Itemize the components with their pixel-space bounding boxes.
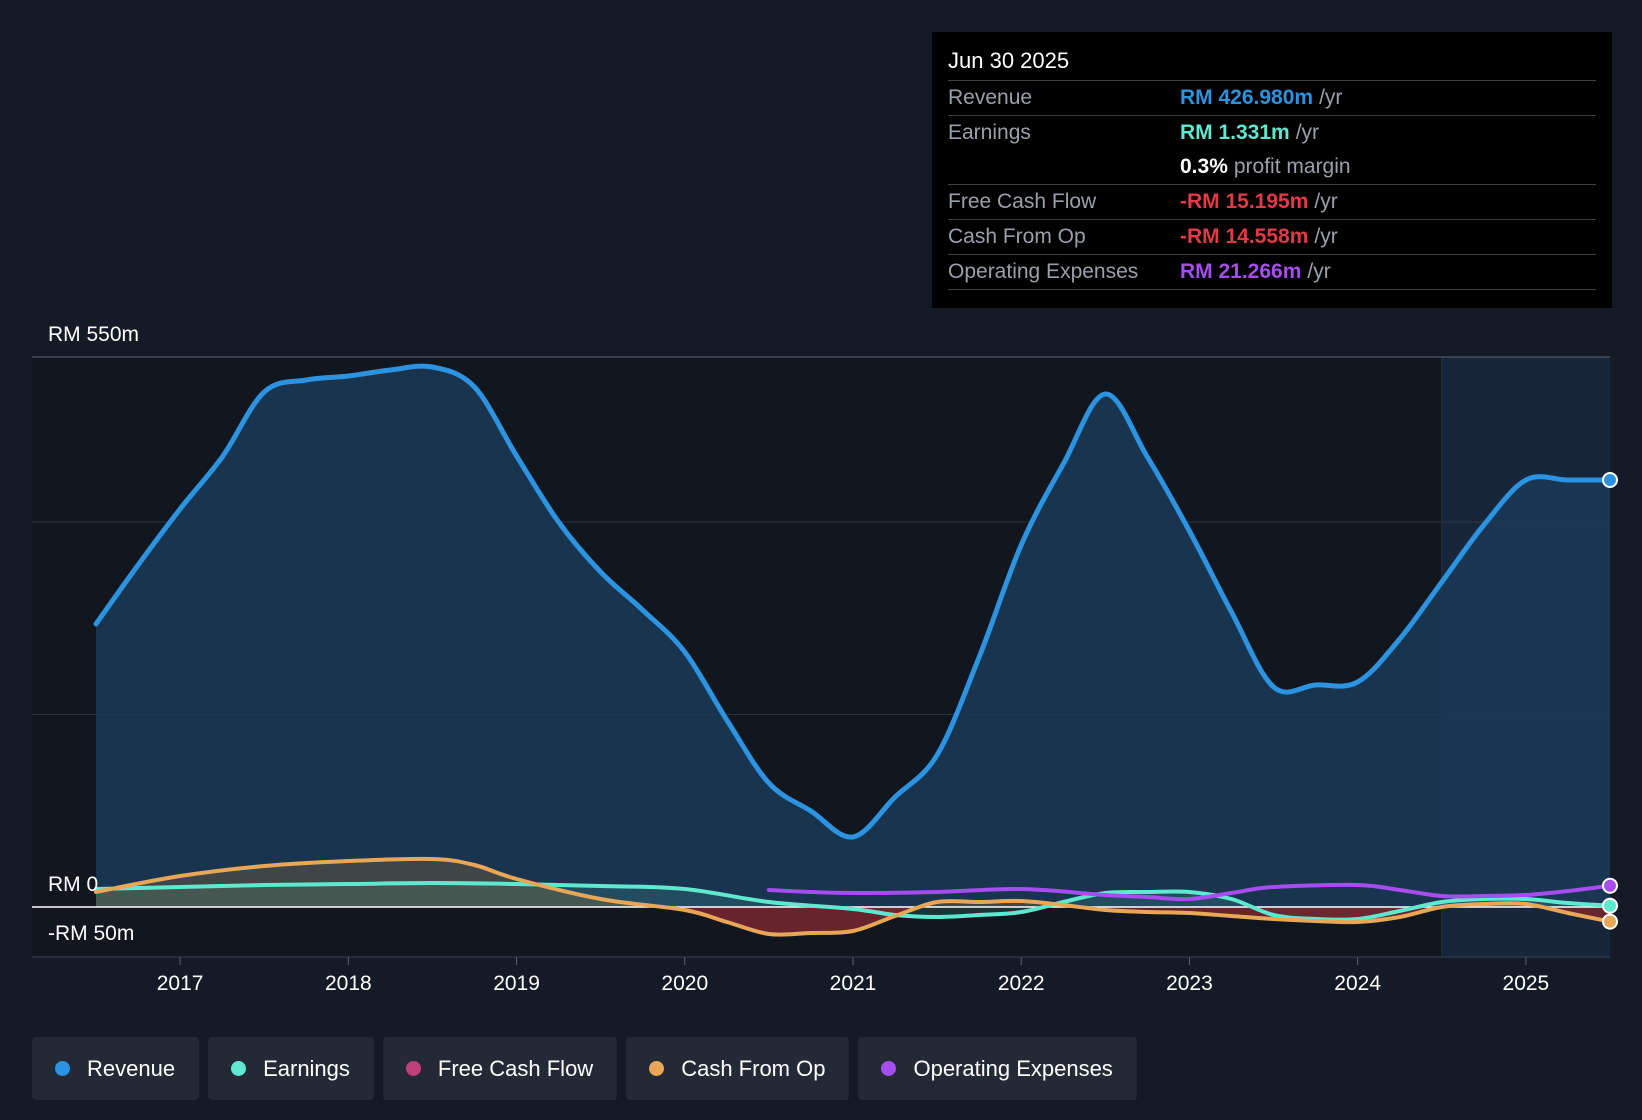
tooltip-row-revenue: Revenue RM 426.980m /yr — [948, 81, 1596, 116]
tooltip-label: Free Cash Flow — [948, 190, 1097, 213]
tooltip-value: 0.3% — [1180, 155, 1228, 178]
legend-label: Earnings — [263, 1055, 350, 1081]
legend-dot-icon — [55, 1061, 70, 1076]
tooltip-unit: /yr — [1319, 86, 1343, 109]
cash-from-op-line — [94, 856, 1612, 937]
legend-label: Cash From Op — [681, 1055, 826, 1081]
tooltip-value: -RM 14.558m — [1180, 225, 1309, 248]
tooltip-value: RM 426.980m — [1180, 86, 1314, 109]
x-axis-label: 2018 — [325, 972, 372, 995]
y-axis-label: RM 0 — [48, 873, 98, 896]
tooltip-label: Operating Expenses — [948, 260, 1139, 283]
tooltip-label: Revenue — [948, 86, 1033, 109]
tooltip-unit: /yr — [1314, 190, 1338, 213]
earnings-area — [96, 883, 1610, 920]
tooltip-value: RM 21.266m — [1180, 260, 1302, 283]
legend-dot-icon — [649, 1061, 665, 1076]
x-axis-label: 2019 — [493, 972, 540, 995]
legend-dot-icon — [881, 1061, 897, 1076]
earnings-line — [94, 881, 1612, 922]
x-axis-label: 2017 — [157, 972, 204, 995]
tooltip-unit: profit margin — [1233, 155, 1351, 178]
legend-label: Free Cash Flow — [437, 1055, 594, 1081]
legend-dot-icon — [231, 1061, 247, 1076]
tooltip-unit: /yr — [1295, 121, 1320, 144]
legend-dot-icon — [405, 1061, 421, 1076]
legend-label: Operating Expenses — [913, 1055, 1113, 1081]
legend-item-revenue[interactable]: Revenue — [32, 1037, 200, 1100]
legend-item-free-cash-flow[interactable]: Free Cash Flow — [382, 1037, 618, 1100]
operating-expenses-line — [766, 882, 1612, 902]
tooltip-row-earnings: Earnings RM 1.331m /yr — [948, 116, 1596, 150]
tooltip-label: Earnings — [948, 121, 1031, 144]
free-cash-flow-area-negative — [96, 907, 1610, 935]
tooltip-value: RM 1.331m — [1180, 121, 1290, 144]
earnings-end-point — [1602, 897, 1618, 914]
x-axis-label: 2022 — [998, 972, 1045, 995]
tooltip-value: -RM 15.195m — [1180, 190, 1309, 213]
y-axis-label: RM 550m — [48, 323, 139, 346]
legend-item-cash-from-op[interactable]: Cash From Op — [626, 1037, 850, 1100]
legend-label: Revenue — [87, 1055, 176, 1081]
chart-legend: Revenue Earnings Free Cash Flow Cash Fro… — [32, 1037, 1137, 1100]
tooltip-row-cash-from-op: Cash From Op -RM 14.558m /yr — [948, 220, 1596, 255]
cfo-end-point — [1602, 913, 1618, 930]
opex-end-point — [1602, 877, 1618, 894]
tooltip-date: Jun 30 2025 — [948, 46, 1596, 81]
revenue-line — [93, 363, 1613, 840]
tooltip-label — [948, 150, 1180, 184]
x-axis-label: 2023 — [1166, 972, 1213, 995]
x-axis-label: 2025 — [1503, 972, 1550, 995]
tooltip-label: Cash From Op — [948, 225, 1086, 248]
revenue-end-point — [1602, 472, 1618, 488]
tooltip-row-operating-expenses: Operating Expenses RM 21.266m /yr — [948, 255, 1596, 290]
y-axis-label: -RM 50m — [48, 922, 134, 945]
revenue-area — [96, 366, 1610, 907]
tooltip-panel: Jun 30 2025 Revenue RM 426.980m /yr Earn… — [932, 32, 1612, 308]
tooltip-unit: /yr — [1307, 260, 1331, 283]
legend-item-operating-expenses[interactable]: Operating Expenses — [858, 1037, 1137, 1100]
x-axis-label: 2020 — [661, 972, 708, 995]
legend-item-earnings[interactable]: Earnings — [208, 1037, 374, 1100]
tooltip-unit: /yr — [1314, 225, 1338, 248]
x-axis-label: 2021 — [830, 972, 877, 995]
tooltip-row-free-cash-flow: Free Cash Flow -RM 15.195m /yr — [948, 185, 1596, 220]
x-axis-label: 2024 — [1334, 972, 1381, 995]
tooltip-row-profit-margin: 0.3% profit margin — [948, 150, 1596, 185]
